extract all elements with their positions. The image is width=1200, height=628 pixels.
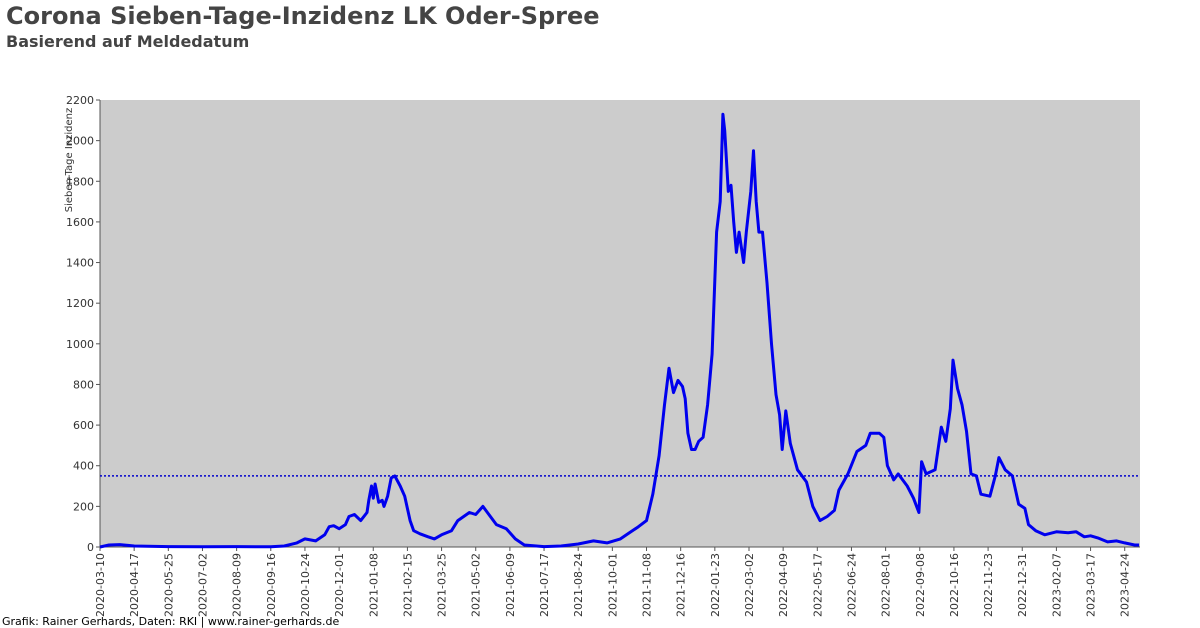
y-tick-label: 2000 [66, 135, 94, 148]
x-tick-label: 2021-03-25 [436, 553, 449, 617]
x-tick-label: 2020-04-17 [128, 553, 141, 617]
x-tick-label: 2022-10-16 [948, 553, 961, 617]
x-tick-label: 2021-10-01 [606, 553, 619, 617]
chart-title: Corona Sieben-Tage-Inzidenz LK Oder-Spre… [6, 2, 600, 30]
x-tick-label: 2021-02-15 [401, 553, 414, 617]
x-tick-label: 2022-11-23 [982, 553, 995, 617]
x-tick-label: 2022-06-24 [845, 553, 858, 617]
y-tick-label: 200 [73, 500, 94, 513]
x-tick-label: 2020-03-10 [94, 553, 107, 617]
x-tick-label: 2022-05-17 [811, 553, 824, 617]
x-tick-label: 2022-01-23 [709, 553, 722, 617]
y-tick-label: 1400 [66, 257, 94, 270]
x-tick-label: 2022-03-02 [743, 553, 756, 617]
y-tick-label: 800 [73, 378, 94, 391]
x-tick-label: 2020-07-02 [196, 553, 209, 617]
plot-background [100, 100, 1140, 547]
x-tick-label: 2021-01-08 [367, 553, 380, 617]
x-tick-label: 2020-08-09 [231, 553, 244, 617]
x-tick-label: 2023-02-07 [1050, 553, 1063, 617]
x-tick-label: 2021-08-24 [572, 553, 585, 617]
y-tick-label: 1000 [66, 338, 94, 351]
chart-subtitle: Basierend auf Meldedatum [6, 32, 249, 51]
y-tick-label: 1800 [66, 175, 94, 188]
y-tick-label: 1600 [66, 216, 94, 229]
x-tick-label: 2022-09-08 [914, 553, 927, 617]
x-tick-label: 2020-12-01 [333, 553, 346, 617]
x-tick-label: 2020-05-25 [162, 553, 175, 617]
x-tick-label: 2021-07-17 [538, 553, 551, 617]
x-tick-label: 2020-09-16 [265, 553, 278, 617]
y-tick-label: 400 [73, 460, 94, 473]
x-tick-label: 2023-04-24 [1119, 553, 1132, 617]
y-tick-label: 600 [73, 419, 94, 432]
x-tick-label: 2022-12-31 [1016, 553, 1029, 617]
footer: Grafik: Rainer Gerhards, Daten: RKI | ww… [2, 615, 340, 628]
y-tick-label: 0 [87, 541, 94, 554]
x-tick-label: 2021-06-09 [504, 553, 517, 617]
y-tick-label: 2200 [66, 94, 94, 107]
data-line [99, 112, 1140, 549]
x-tick-label: 2021-11-08 [641, 553, 654, 617]
y-tick-label: 1200 [66, 297, 94, 310]
x-tick-label: 2023-03-17 [1085, 553, 1098, 617]
x-tick-label: 2022-04-09 [777, 553, 790, 617]
x-tick-label: 2020-10-24 [299, 553, 312, 617]
x-tick-label: 2022-08-01 [880, 553, 893, 617]
x-tick-label: 2021-05-02 [470, 553, 483, 617]
y-axis-label: Sieben-Tage Inzidenz [64, 108, 75, 212]
x-tick-label: 2021-12-16 [675, 553, 688, 617]
